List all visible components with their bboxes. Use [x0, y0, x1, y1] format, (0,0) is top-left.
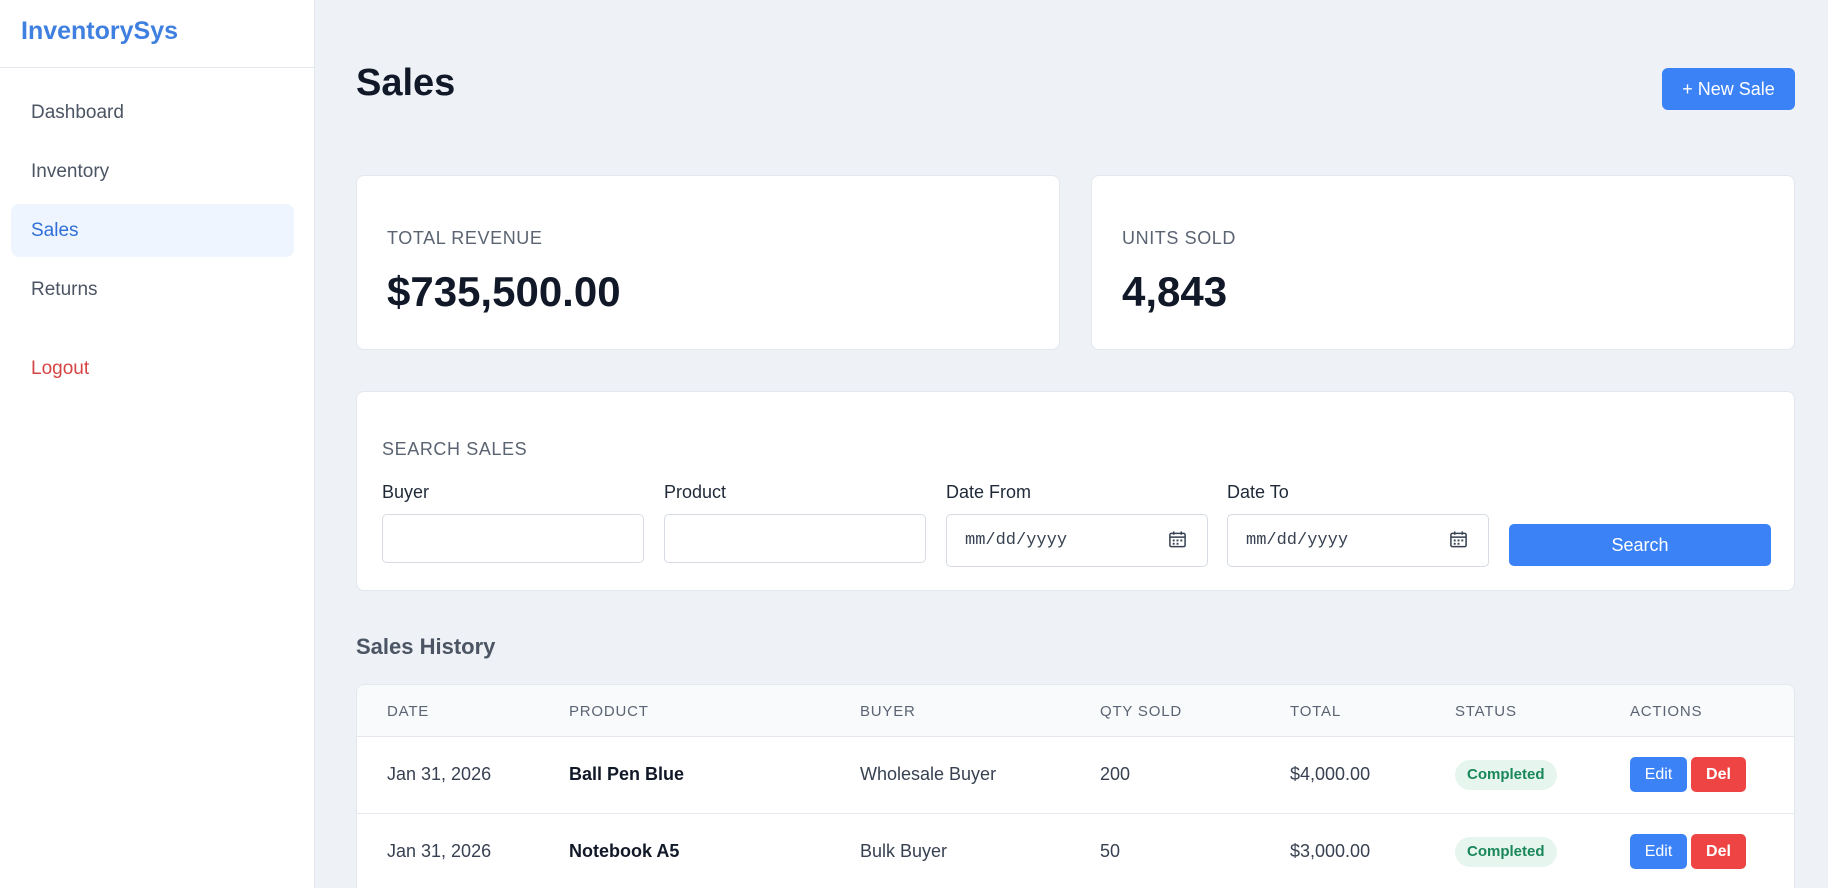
sidebar-item-returns[interactable]: Returns [31, 279, 98, 300]
cell-date: Jan 31, 2026 [387, 841, 492, 861]
status-badge: Completed [1455, 837, 1557, 867]
date-to-label: Date To [1227, 482, 1289, 502]
total-revenue-value: $735,500.00 [387, 268, 621, 315]
new-sale-button[interactable]: + New Sale [1662, 68, 1795, 110]
column-header-product: PRODUCT [569, 703, 649, 720]
logout-link[interactable]: Logout [31, 358, 90, 379]
total-revenue-label: TOTAL REVENUE [387, 228, 543, 248]
column-header-date: DATE [387, 703, 430, 720]
edit-button[interactable]: Edit [1630, 757, 1687, 792]
brand-logo[interactable]: InventorySys [0, 0, 314, 68]
column-header-total: TOTAL [1290, 703, 1341, 720]
cell-buyer: Wholesale Buyer [860, 764, 997, 784]
sidebar-item-inventory[interactable]: Inventory [31, 161, 110, 182]
calendar-icon[interactable] [1168, 530, 1187, 549]
date-from-input[interactable]: mm/dd/yyyy [946, 514, 1208, 567]
cell-qty-sold: 200 [1100, 764, 1131, 784]
page-title: Sales [356, 62, 456, 104]
search-sales-title: SEARCH SALES [382, 439, 528, 459]
sidebar-item-dashboard[interactable]: Dashboard [31, 102, 124, 123]
column-header-status: STATUS [1455, 703, 1517, 720]
cell-total: $3,000.00 [1290, 841, 1371, 861]
cell-product: Ball Pen Blue [569, 764, 685, 784]
column-header-qty-sold: QTY SOLD [1100, 703, 1182, 720]
cell-product: Notebook A5 [569, 841, 680, 861]
product-label: Product [664, 482, 727, 502]
main-content: Sales + New Sale TOTAL REVENUE $735,500.… [315, 0, 1828, 888]
date-from-label: Date From [946, 482, 1032, 502]
sidebar: InventorySys Dashboard Inventory Sales R… [0, 0, 315, 888]
date-to-placeholder: mm/dd/yyyy [1246, 531, 1349, 550]
cell-date: Jan 31, 2026 [387, 764, 492, 784]
delete-button[interactable]: Del [1691, 834, 1746, 869]
table-header: DATE PRODUCT BUYER QTY SOLD TOTAL STATUS… [357, 685, 1794, 737]
buyer-input[interactable] [382, 514, 644, 563]
date-from-placeholder: mm/dd/yyyy [965, 531, 1068, 550]
sales-history-title: Sales History [356, 634, 496, 659]
cell-buyer: Bulk Buyer [860, 841, 948, 861]
delete-button[interactable]: Del [1691, 757, 1746, 792]
total-revenue-card: TOTAL REVENUE $735,500.00 [356, 175, 1060, 350]
buyer-label: Buyer [382, 482, 430, 502]
search-sales-panel: SEARCH SALES Buyer Product Date From mm/… [356, 391, 1795, 591]
table-row: Jan 31, 2026 Ball Pen Blue Wholesale Buy… [357, 737, 1794, 814]
table-row: Jan 31, 2026 Notebook A5 Bulk Buyer 50 $… [357, 814, 1794, 888]
units-sold-value: 4,843 [1122, 268, 1228, 315]
cell-qty-sold: 50 [1100, 841, 1121, 861]
search-button[interactable]: Search [1509, 524, 1771, 566]
sidebar-item-sales[interactable]: Sales [11, 204, 294, 257]
edit-button[interactable]: Edit [1630, 834, 1687, 869]
cell-total: $4,000.00 [1290, 764, 1371, 784]
column-header-actions: ACTIONS [1630, 703, 1703, 720]
status-badge: Completed [1455, 760, 1557, 790]
units-sold-card: UNITS SOLD 4,843 [1091, 175, 1795, 350]
sidebar-nav: Dashboard Inventory Sales Returns Logout [0, 68, 314, 395]
product-input[interactable] [664, 514, 926, 563]
column-header-buyer: BUYER [860, 703, 916, 720]
calendar-icon[interactable] [1449, 530, 1468, 549]
date-to-input[interactable]: mm/dd/yyyy [1227, 514, 1489, 567]
sales-history-table: DATE PRODUCT BUYER QTY SOLD TOTAL STATUS… [356, 684, 1795, 888]
units-sold-label: UNITS SOLD [1122, 228, 1237, 248]
